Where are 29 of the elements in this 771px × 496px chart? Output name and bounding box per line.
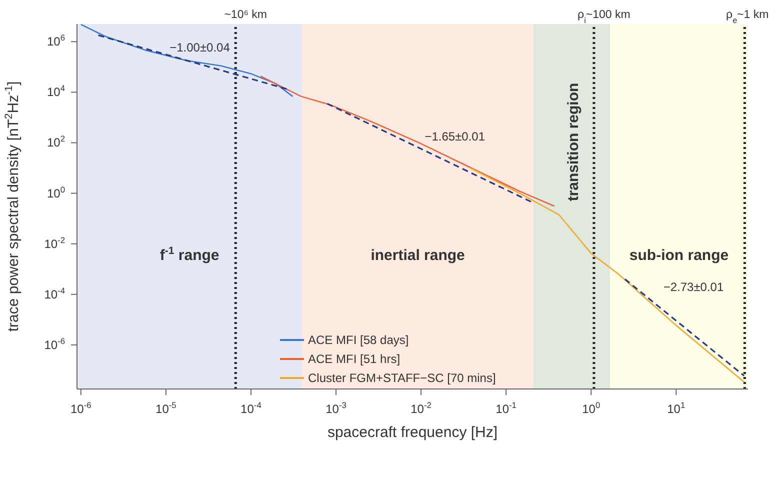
x-tick-label: 10$^{-5}$ xyxy=(156,400,177,416)
y-tick-label: 10$^{6}$ xyxy=(46,32,66,49)
x-tick-label: 10$^{-4}$ xyxy=(240,400,262,416)
y-tick-label: 10$^{4}$ xyxy=(46,83,66,100)
ref-line-label: ρ$_{e}$~1 km xyxy=(726,9,769,24)
x-tick-label: 10$^{-2}$ xyxy=(410,400,432,416)
annotation: −1.00±0.04 xyxy=(170,40,230,54)
x-axis-title: spacecraft frequency [Hz] xyxy=(327,424,498,441)
x-tick-label: 10$^{-3}$ xyxy=(326,400,347,416)
annotation: −1.65±0.01 xyxy=(424,129,486,144)
band-label: sub-ion range xyxy=(629,247,729,264)
y-tick-label: 10$^{0}$ xyxy=(46,184,66,200)
ref-line-label: ρ$_{i}$~100 km xyxy=(578,9,630,24)
x-tick-label: 10$^{0}$ xyxy=(582,400,600,416)
x-tick-label: 10$^{-6}$ xyxy=(70,400,92,416)
legend-label: Cluster FGM+STAFF−SC [70 mins] xyxy=(308,370,496,384)
legend-label: ACE MFI [51 hrs] xyxy=(308,352,400,366)
band-label: f$^{-1}$ range xyxy=(160,245,220,264)
ref-line-label: ~10⁶ km xyxy=(224,9,267,21)
y-tick-label: 10$^{2}$ xyxy=(46,134,66,150)
x-tick-label: 10$^{1}$ xyxy=(667,400,686,416)
band-label: transition region xyxy=(564,82,582,202)
band-label: inertial range xyxy=(370,247,465,264)
x-tick-label: 10$^{-1}$ xyxy=(496,400,517,416)
legend-label: ACE MFI [58 days] xyxy=(308,332,409,346)
y-tick-label: 10$^{-2}$ xyxy=(44,234,66,251)
annotation: −2.73±0.01 xyxy=(663,280,724,294)
y-tick-label: 10$^{-4}$ xyxy=(44,285,66,302)
y-tick-label: 10$^{-6}$ xyxy=(44,336,66,352)
